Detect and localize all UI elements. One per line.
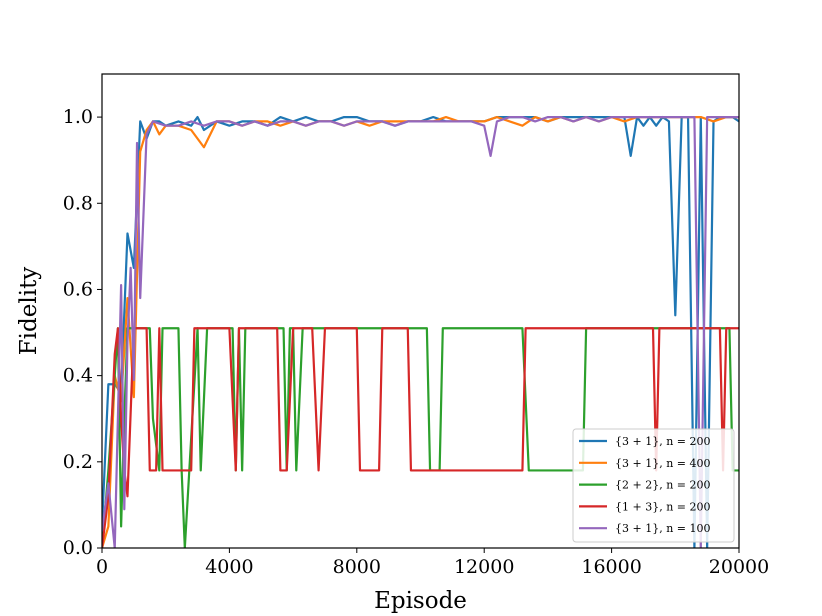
- plot-frame: [101, 73, 740, 549]
- y-tick-label-4: 0.8: [63, 192, 93, 214]
- x-tick-label-4: 16000: [581, 556, 641, 578]
- legend-entry-4: {3 + 1}, n = 100: [615, 522, 711, 535]
- y-tick-label-1: 0.2: [63, 451, 93, 473]
- legend-entry-0: {3 + 1}, n = 200: [615, 435, 711, 448]
- series-line-4: [102, 115, 739, 548]
- legend-entry-3: {1 + 3}, n = 200: [615, 500, 711, 513]
- y-tick-label-3: 0.6: [63, 278, 93, 300]
- series-line-3: [102, 327, 739, 548]
- x-tick-label-3: 12000: [454, 556, 514, 578]
- y-tick-label-0: 0.0: [63, 537, 93, 559]
- y-tick-label-5: 1.0: [63, 106, 93, 128]
- legend-entry-2: {2 + 2}, n = 200: [615, 479, 711, 492]
- y-axis-label: Fidelity: [16, 267, 42, 356]
- series-line-1: [102, 115, 739, 548]
- legend: {3 + 1}, n = 200 {3 + 1}, n = 400 {2 + 2},…: [572, 428, 735, 543]
- legend-entry-1: {3 + 1}, n = 400: [615, 457, 711, 470]
- x-tick-label-5: 20000: [709, 556, 769, 578]
- x-axis-label: Episode: [374, 588, 467, 614]
- x-tick-label-1: 4000: [205, 556, 253, 578]
- x-tick-label-0: 0: [96, 556, 108, 578]
- legend-box: [572, 428, 735, 543]
- x-tick-label-2: 8000: [333, 556, 381, 578]
- y-tick-label-2: 0.4: [63, 365, 93, 387]
